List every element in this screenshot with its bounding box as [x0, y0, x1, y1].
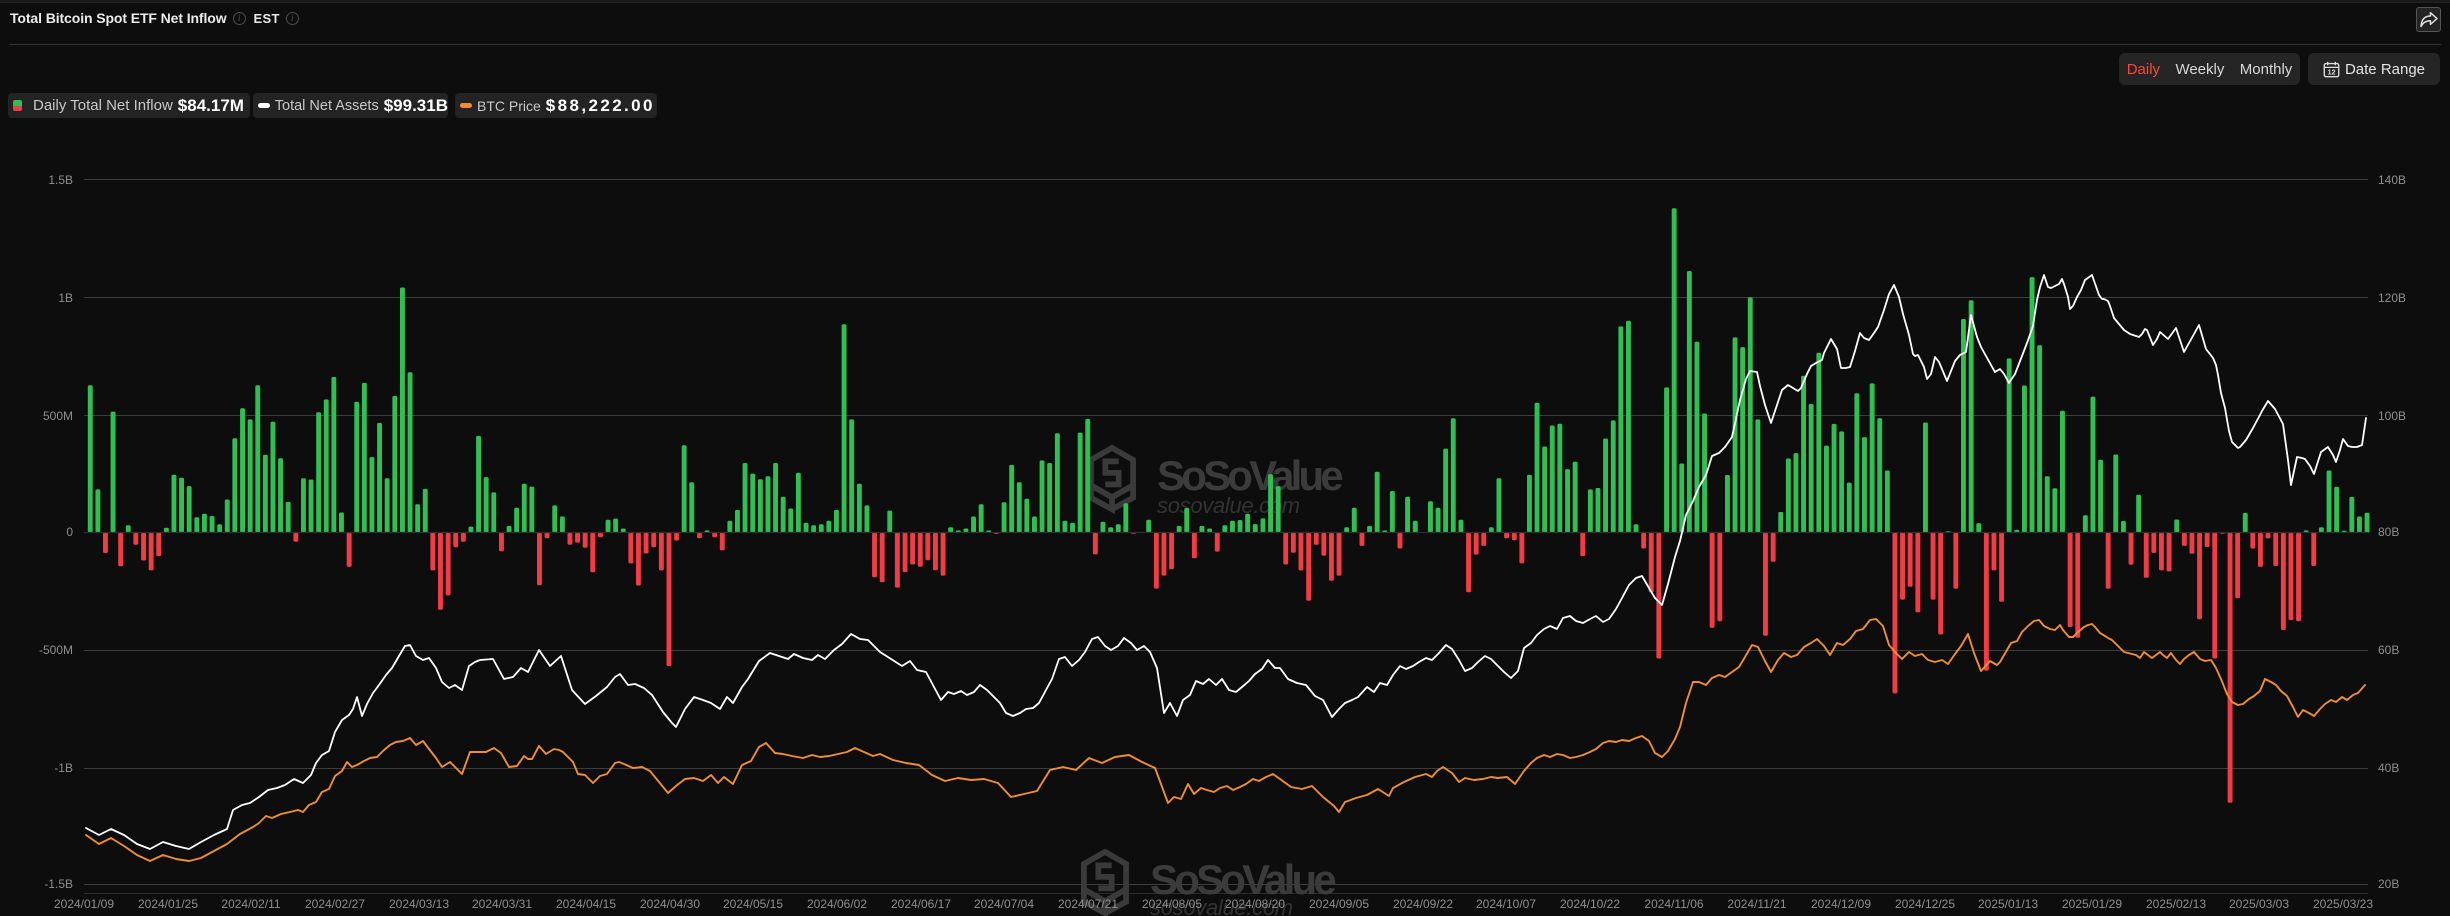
svg-text:12: 12: [2327, 67, 2335, 76]
svg-text:2024/08/05: 2024/08/05: [1142, 897, 1202, 911]
svg-text:2024/06/02: 2024/06/02: [807, 897, 867, 911]
svg-text:2024/04/15: 2024/04/15: [556, 897, 616, 911]
svg-text:140B: 140B: [2378, 173, 2406, 187]
svg-text:2024/01/25: 2024/01/25: [138, 897, 198, 911]
svg-text:2024/10/22: 2024/10/22: [1560, 897, 1620, 911]
svg-text:0: 0: [66, 525, 73, 539]
svg-text:2024/04/30: 2024/04/30: [640, 897, 700, 911]
svg-text:2024/07/21: 2024/07/21: [1058, 897, 1118, 911]
svg-text:-1.5B: -1.5B: [44, 877, 73, 891]
svg-text:2024/02/27: 2024/02/27: [305, 897, 365, 911]
svg-text:2024/09/05: 2024/09/05: [1309, 897, 1369, 911]
svg-text:2024/10/07: 2024/10/07: [1476, 897, 1536, 911]
svg-text:2024/12/09: 2024/12/09: [1811, 897, 1871, 911]
svg-text:2024/05/15: 2024/05/15: [723, 897, 783, 911]
svg-text:2024/11/06: 2024/11/06: [1644, 897, 1703, 911]
svg-text:-500M: -500M: [39, 643, 73, 657]
svg-text:2024/03/31: 2024/03/31: [472, 897, 532, 911]
svg-text:-1B: -1B: [54, 761, 73, 775]
svg-text:500M: 500M: [43, 409, 73, 423]
svg-text:2024/07/04: 2024/07/04: [974, 897, 1034, 911]
svg-text:80B: 80B: [2378, 525, 2399, 539]
svg-text:SoSoValue: SoSoValue: [1150, 856, 1335, 903]
svg-text:2024/08/20: 2024/08/20: [1225, 897, 1285, 911]
svg-text:sosovalue.com: sosovalue.com: [1150, 895, 1293, 916]
svg-text:2024/03/13: 2024/03/13: [389, 897, 449, 911]
svg-text:2024/09/22: 2024/09/22: [1393, 897, 1453, 911]
svg-text:2024/12/25: 2024/12/25: [1895, 897, 1955, 911]
svg-text:SoSoValue: SoSoValue: [1157, 452, 1342, 499]
svg-text:100B: 100B: [2378, 409, 2406, 423]
svg-text:60B: 60B: [2378, 643, 2399, 657]
svg-text:2024/06/17: 2024/06/17: [891, 897, 951, 911]
svg-text:1.5B: 1.5B: [48, 173, 73, 187]
svg-text:120B: 120B: [2378, 291, 2406, 305]
svg-text:2025/01/13: 2025/01/13: [1978, 897, 2038, 911]
svg-text:2025/03/03: 2025/03/03: [2229, 897, 2289, 911]
svg-text:20B: 20B: [2378, 877, 2399, 891]
svg-text:2024/02/11: 2024/02/11: [221, 897, 280, 911]
svg-text:1B: 1B: [58, 291, 73, 305]
svg-text:40B: 40B: [2378, 761, 2399, 775]
svg-text:2024/01/09: 2024/01/09: [54, 897, 114, 911]
svg-text:2025/02/13: 2025/02/13: [2146, 897, 2206, 911]
svg-text:2024/11/21: 2024/11/21: [1727, 897, 1786, 911]
svg-text:2025/01/29: 2025/01/29: [2062, 897, 2122, 911]
svg-text:2025/03/23: 2025/03/23: [2313, 897, 2373, 911]
